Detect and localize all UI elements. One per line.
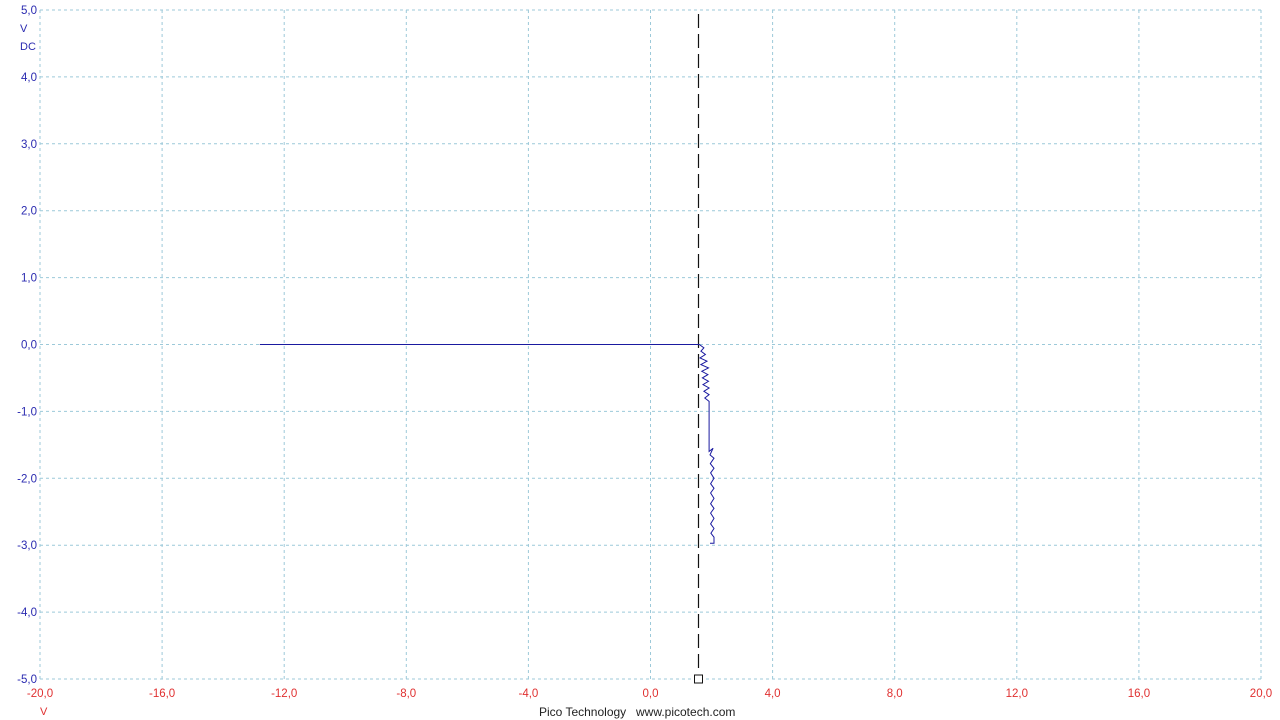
x-tick-label: 4,0: [765, 688, 781, 700]
x-tick-label: -8,0: [396, 688, 416, 700]
y-tick-label: 0,0: [21, 340, 37, 352]
y-axis-ticks: 5,0 4,0 3,0 2,0 1,0 0,0 -1,0 -2,0 -3,0 -4,0 -5,0: [17, 5, 37, 686]
x-tick-label: 8,0: [887, 688, 903, 700]
x-tick-label: 0,0: [643, 688, 659, 700]
y-tick-label: 5,0: [21, 5, 37, 17]
y-tick-label: 1,0: [21, 273, 37, 285]
trace-group: [259, 344, 715, 544]
y-tick-label: -2,0: [17, 473, 37, 485]
cursor-handle[interactable]: [694, 674, 703, 684]
brand-text: Pico Technology: [539, 705, 626, 719]
x-tick-label: 16,0: [1128, 688, 1150, 700]
y-axis-coupling: DC: [20, 41, 36, 53]
x-tick-label: -4,0: [518, 688, 538, 700]
y-tick-label: -3,0: [17, 540, 37, 552]
y-tick-label: 3,0: [21, 139, 37, 151]
x-tick-label: -12,0: [271, 688, 297, 700]
url-text: www.picotech.com: [635, 705, 735, 719]
y-tick-label: -4,0: [17, 607, 37, 619]
x-tick-label: -20,0: [27, 688, 53, 700]
x-tick-label: -16,0: [149, 688, 175, 700]
y-tick-label: -5,0: [17, 674, 37, 686]
y-tick-label: 4,0: [21, 72, 37, 84]
trace-series-0: [259, 344, 715, 544]
x-axis-ticks: -20,0 -16,0 -12,0 -8,0 -4,0 0,0 4,0 8,0 12,0 16,0…: [27, 688, 1272, 700]
x-tick-label: 20,0: [1250, 688, 1272, 700]
x-axis-unit: V: [40, 706, 48, 718]
x-tick-label: 12,0: [1006, 688, 1028, 700]
y-axis-unit: V: [20, 23, 28, 35]
y-tick-label: -1,0: [17, 406, 37, 418]
cursor-group: [694, 14, 703, 684]
y-tick-label: 2,0: [21, 206, 37, 218]
